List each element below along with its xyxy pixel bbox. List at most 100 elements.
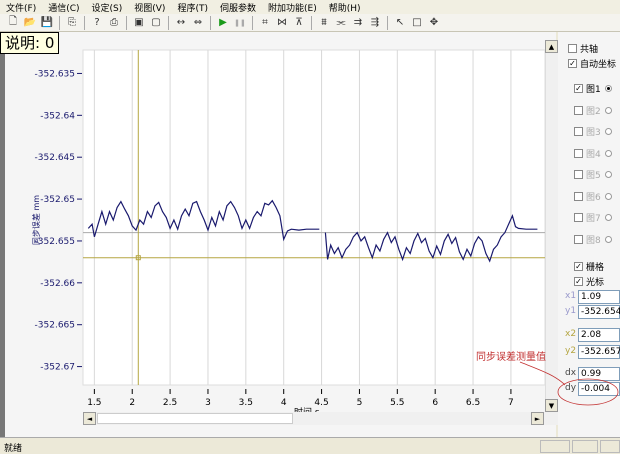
print-icon[interactable]: ⎙ <box>110 17 118 28</box>
shrink-h-icon[interactable]: ⇔ <box>193 17 203 28</box>
toolbar-separator <box>84 15 85 30</box>
checkbox-label: 图8 <box>586 235 601 246</box>
menu-item[interactable]: 通信(C) <box>48 3 80 14</box>
right-panel: 共轴 ✓ 自动坐标 ✓ 图1 图2 图3 图4 图5 图6 图7 图8 ✓ 栅格 ✓ 光标 x1 1.09 y1 -3… <box>558 32 620 437</box>
toolbar-separator <box>387 15 388 30</box>
menu-item[interactable]: 视图(V) <box>134 3 166 14</box>
x-tick-label: 4 <box>281 398 287 408</box>
plot-radio[interactable] <box>604 214 612 221</box>
pause-icon[interactable]: ❚❚ <box>234 18 246 27</box>
x-tick-label: 5 <box>357 398 363 408</box>
plot-checkbox-5[interactable]: 图5 <box>574 168 612 181</box>
menu-item[interactable]: 伺服参数 <box>219 3 256 14</box>
scroll-left-button[interactable]: ◄ <box>83 412 96 425</box>
toolbar-separator <box>210 15 211 30</box>
menu-item[interactable]: 文件(F) <box>6 3 37 14</box>
open-icon[interactable]: 📂 <box>23 17 37 28</box>
plot-checkbox-6[interactable]: 图6 <box>574 190 612 203</box>
checkbox[interactable] <box>574 148 583 158</box>
vertical-scrollbar[interactable]: ▲ ▼ <box>545 40 558 412</box>
plot-checkbox-8[interactable]: 图8 <box>574 233 612 246</box>
x-tick-label: 6.5 <box>466 398 480 408</box>
checkbox[interactable] <box>574 170 583 179</box>
checkbox[interactable]: ✓ <box>574 84 583 93</box>
checkbox[interactable] <box>574 234 583 244</box>
field-dy[interactable]: -0.004 <box>578 382 620 396</box>
status-pane <box>572 440 598 453</box>
toolbar-separator <box>252 15 253 30</box>
expand-h-icon[interactable]: ↔ <box>176 17 186 28</box>
checkbox-label: 图1 <box>586 85 601 95</box>
scroll-up-button[interactable]: ▲ <box>545 40 558 53</box>
axis3-icon[interactable]: ⊼ <box>295 17 303 28</box>
checkbox-label: 栅格 <box>586 263 605 273</box>
checkbox[interactable]: ✓ <box>574 277 583 286</box>
plot-radio[interactable] <box>604 171 612 178</box>
scroll-thumb[interactable] <box>97 413 293 424</box>
select-rect-icon[interactable]: □ <box>412 17 422 28</box>
grid-checkbox[interactable]: ✓ 栅格 <box>574 260 604 273</box>
zoom-box-icon[interactable]: ▢ <box>151 17 161 28</box>
help-icon[interactable]: ? <box>94 17 100 28</box>
chart-area[interactable]: 1.5 2 2.5 3 3.5 4 4.5 5 5.5 6 6.5 7 -352.635 -352.64 -… <box>5 32 556 437</box>
x-tick-label: 7 <box>508 398 514 408</box>
status-pane <box>600 440 620 453</box>
axis2-icon[interactable]: ⋈ <box>277 17 287 28</box>
y-tick-label: -352.655 <box>35 237 75 247</box>
scroll-right-button[interactable]: ► <box>531 412 544 425</box>
plot-checkbox-2[interactable]: 图2 <box>574 104 612 117</box>
x-tick-label: 3 <box>205 398 211 408</box>
new-icon[interactable]: 🗋 <box>8 16 18 27</box>
cursor-c-icon[interactable]: ⇉ <box>353 17 363 28</box>
checkbox[interactable] <box>574 105 583 115</box>
plot-checkbox-3[interactable]: 图3 <box>574 125 612 138</box>
plot-radio[interactable] <box>604 149 612 157</box>
copy-icon[interactable]: ⎘ <box>68 17 76 28</box>
checkbox[interactable] <box>574 191 583 201</box>
plot-radio[interactable] <box>604 235 612 243</box>
plot-radio[interactable] <box>604 128 612 135</box>
play-icon[interactable]: ▶ <box>219 17 227 28</box>
menu-item[interactable]: 附加功能(E) <box>268 3 317 14</box>
plot-radio[interactable] <box>604 192 612 200</box>
checkbox[interactable] <box>568 44 577 53</box>
plot-radio[interactable] <box>604 85 612 92</box>
plot-radio[interactable] <box>604 106 612 114</box>
auto-axis-checkbox[interactable]: ✓ 自动坐标 <box>568 57 616 70</box>
annotation-leader <box>519 361 566 386</box>
axis-icon[interactable]: ⌗ <box>262 17 268 28</box>
annotation-circle <box>557 378 619 406</box>
field-label-dy: dy <box>565 383 577 393</box>
checkbox[interactable] <box>574 127 583 136</box>
zoom-fit-icon[interactable]: ▣ <box>134 17 144 28</box>
cursor-b-icon[interactable]: ⫘ <box>336 17 346 28</box>
x-tick-label: 2 <box>129 398 135 408</box>
checkbox[interactable]: ✓ <box>574 262 583 271</box>
x-tick-label: 5.5 <box>390 398 404 408</box>
shared-axis-checkbox[interactable]: 共轴 <box>568 42 598 55</box>
cursor-d-icon[interactable]: ⇶ <box>370 17 380 28</box>
checkbox[interactable]: ✓ <box>568 59 577 68</box>
chart[interactable]: 1.5 2 2.5 3 3.5 4 4.5 5 5.5 6 6.5 7 -352.635 -352.64 -… <box>5 32 556 437</box>
plot-checkbox-1[interactable]: ✓ 图1 <box>574 82 612 95</box>
save-icon[interactable]: 💾 <box>40 17 54 28</box>
plot-checkbox-4[interactable]: 图4 <box>574 147 612 160</box>
scroll-down-button[interactable]: ▼ <box>545 399 558 412</box>
checkbox[interactable] <box>574 213 583 222</box>
checkbox-label: 图7 <box>586 214 601 224</box>
y-tick-label: -352.665 <box>35 321 75 331</box>
menu-item[interactable]: 设定(S) <box>91 3 123 14</box>
x-tick-label: 1.5 <box>87 398 101 408</box>
pointer-icon[interactable]: ↖ <box>395 17 405 28</box>
field-label-x1: x1 <box>565 291 577 301</box>
menu-item[interactable]: 程序(T) <box>177 3 208 14</box>
menu-item[interactable]: 帮助(H) <box>328 3 361 14</box>
y-tick-label: -352.66 <box>40 279 75 289</box>
horizontal-scrollbar[interactable]: ◄ ► <box>83 412 558 425</box>
move-icon[interactable]: ✥ <box>429 17 439 28</box>
cursor-checkbox[interactable]: ✓ 光标 <box>574 275 604 288</box>
plot-checkbox-7[interactable]: 图7 <box>574 211 612 224</box>
cursor-a-icon[interactable]: ⩩ <box>321 17 327 28</box>
cursor2-marker <box>135 255 141 261</box>
toolbar-separator <box>168 15 169 30</box>
